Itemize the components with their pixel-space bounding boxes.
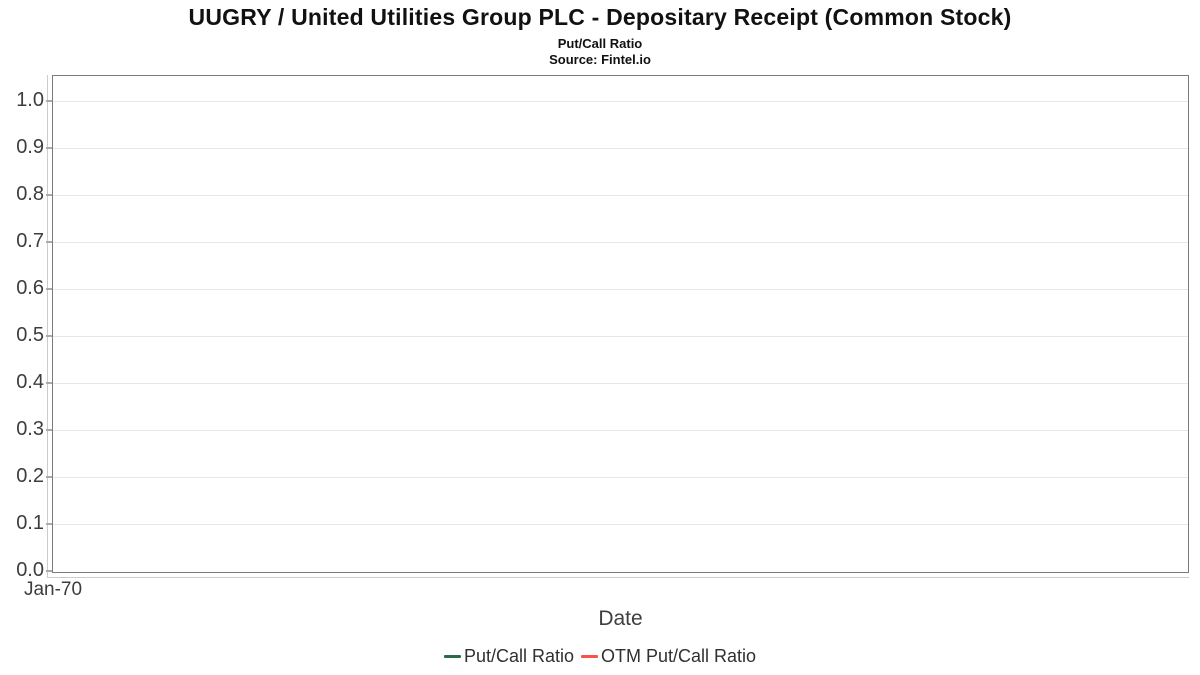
plot-area	[52, 75, 1189, 573]
y-axis-tick-label: 0.5	[16, 324, 44, 346]
legend-series-marker	[443, 655, 461, 658]
y-axis-tick-mark	[46, 523, 52, 525]
y-axis-tick-mark	[46, 194, 52, 196]
y-axis-tick-label: 0.7	[16, 230, 44, 252]
legend-series-marker	[581, 655, 598, 658]
y-axis-tick-label: 1.0	[16, 89, 44, 111]
gridline	[53, 148, 1188, 149]
y-axis-tick-label: 0.3	[16, 418, 44, 440]
y-axis-tick-label: 0.1	[16, 512, 44, 534]
y-axis-tick-mark	[46, 429, 52, 431]
y-axis-tick-mark	[46, 382, 52, 384]
gridline	[53, 101, 1188, 102]
gridline	[53, 383, 1188, 384]
legend-series-label: Put/Call Ratio	[463, 646, 574, 666]
gridline	[53, 477, 1188, 478]
gridline	[53, 242, 1188, 243]
y-axis-tick-label: 0.6	[16, 277, 44, 299]
gridline	[53, 430, 1188, 431]
y-axis-tick-label: 0.0	[16, 559, 44, 581]
x-axis-minor-line	[47, 577, 1189, 578]
y-axis-tick-label: 0.8	[16, 183, 44, 205]
y-axis-minor-line	[47, 75, 48, 578]
y-axis-tick-mark	[46, 241, 52, 243]
legend: Put/Call Ratio OTM Put/Call Ratio	[0, 646, 1200, 667]
y-axis-tick-mark	[46, 100, 52, 102]
y-axis-tick-label: 0.2	[16, 465, 44, 487]
x-axis-title: Date	[598, 607, 643, 630]
x-axis-tick-label: Jan-70	[23, 579, 83, 600]
y-axis-tick-label: 0.4	[16, 371, 44, 393]
chart-title: UUGRY / United Utilities Group PLC - Dep…	[188, 4, 1012, 30]
y-axis-tick-label: 0.9	[16, 136, 44, 158]
gridline	[53, 524, 1188, 525]
y-axis-tick-mark	[46, 147, 52, 149]
legend-item[interactable]: Put/Call Ratio	[443, 646, 574, 667]
y-axis-tick-mark	[46, 570, 52, 572]
gridline	[53, 195, 1188, 196]
y-axis-tick-mark	[46, 335, 52, 337]
gridline	[53, 336, 1188, 337]
y-axis-tick-mark	[46, 476, 52, 478]
legend-series-label: OTM Put/Call Ratio	[601, 646, 757, 666]
chart-source: Source: Fintel.io	[549, 52, 651, 67]
chart-subtitle: Put/Call Ratio	[557, 36, 643, 51]
legend-item[interactable]: OTM Put/Call Ratio	[581, 646, 756, 667]
y-axis-tick-mark	[46, 288, 52, 290]
gridline	[53, 289, 1188, 290]
